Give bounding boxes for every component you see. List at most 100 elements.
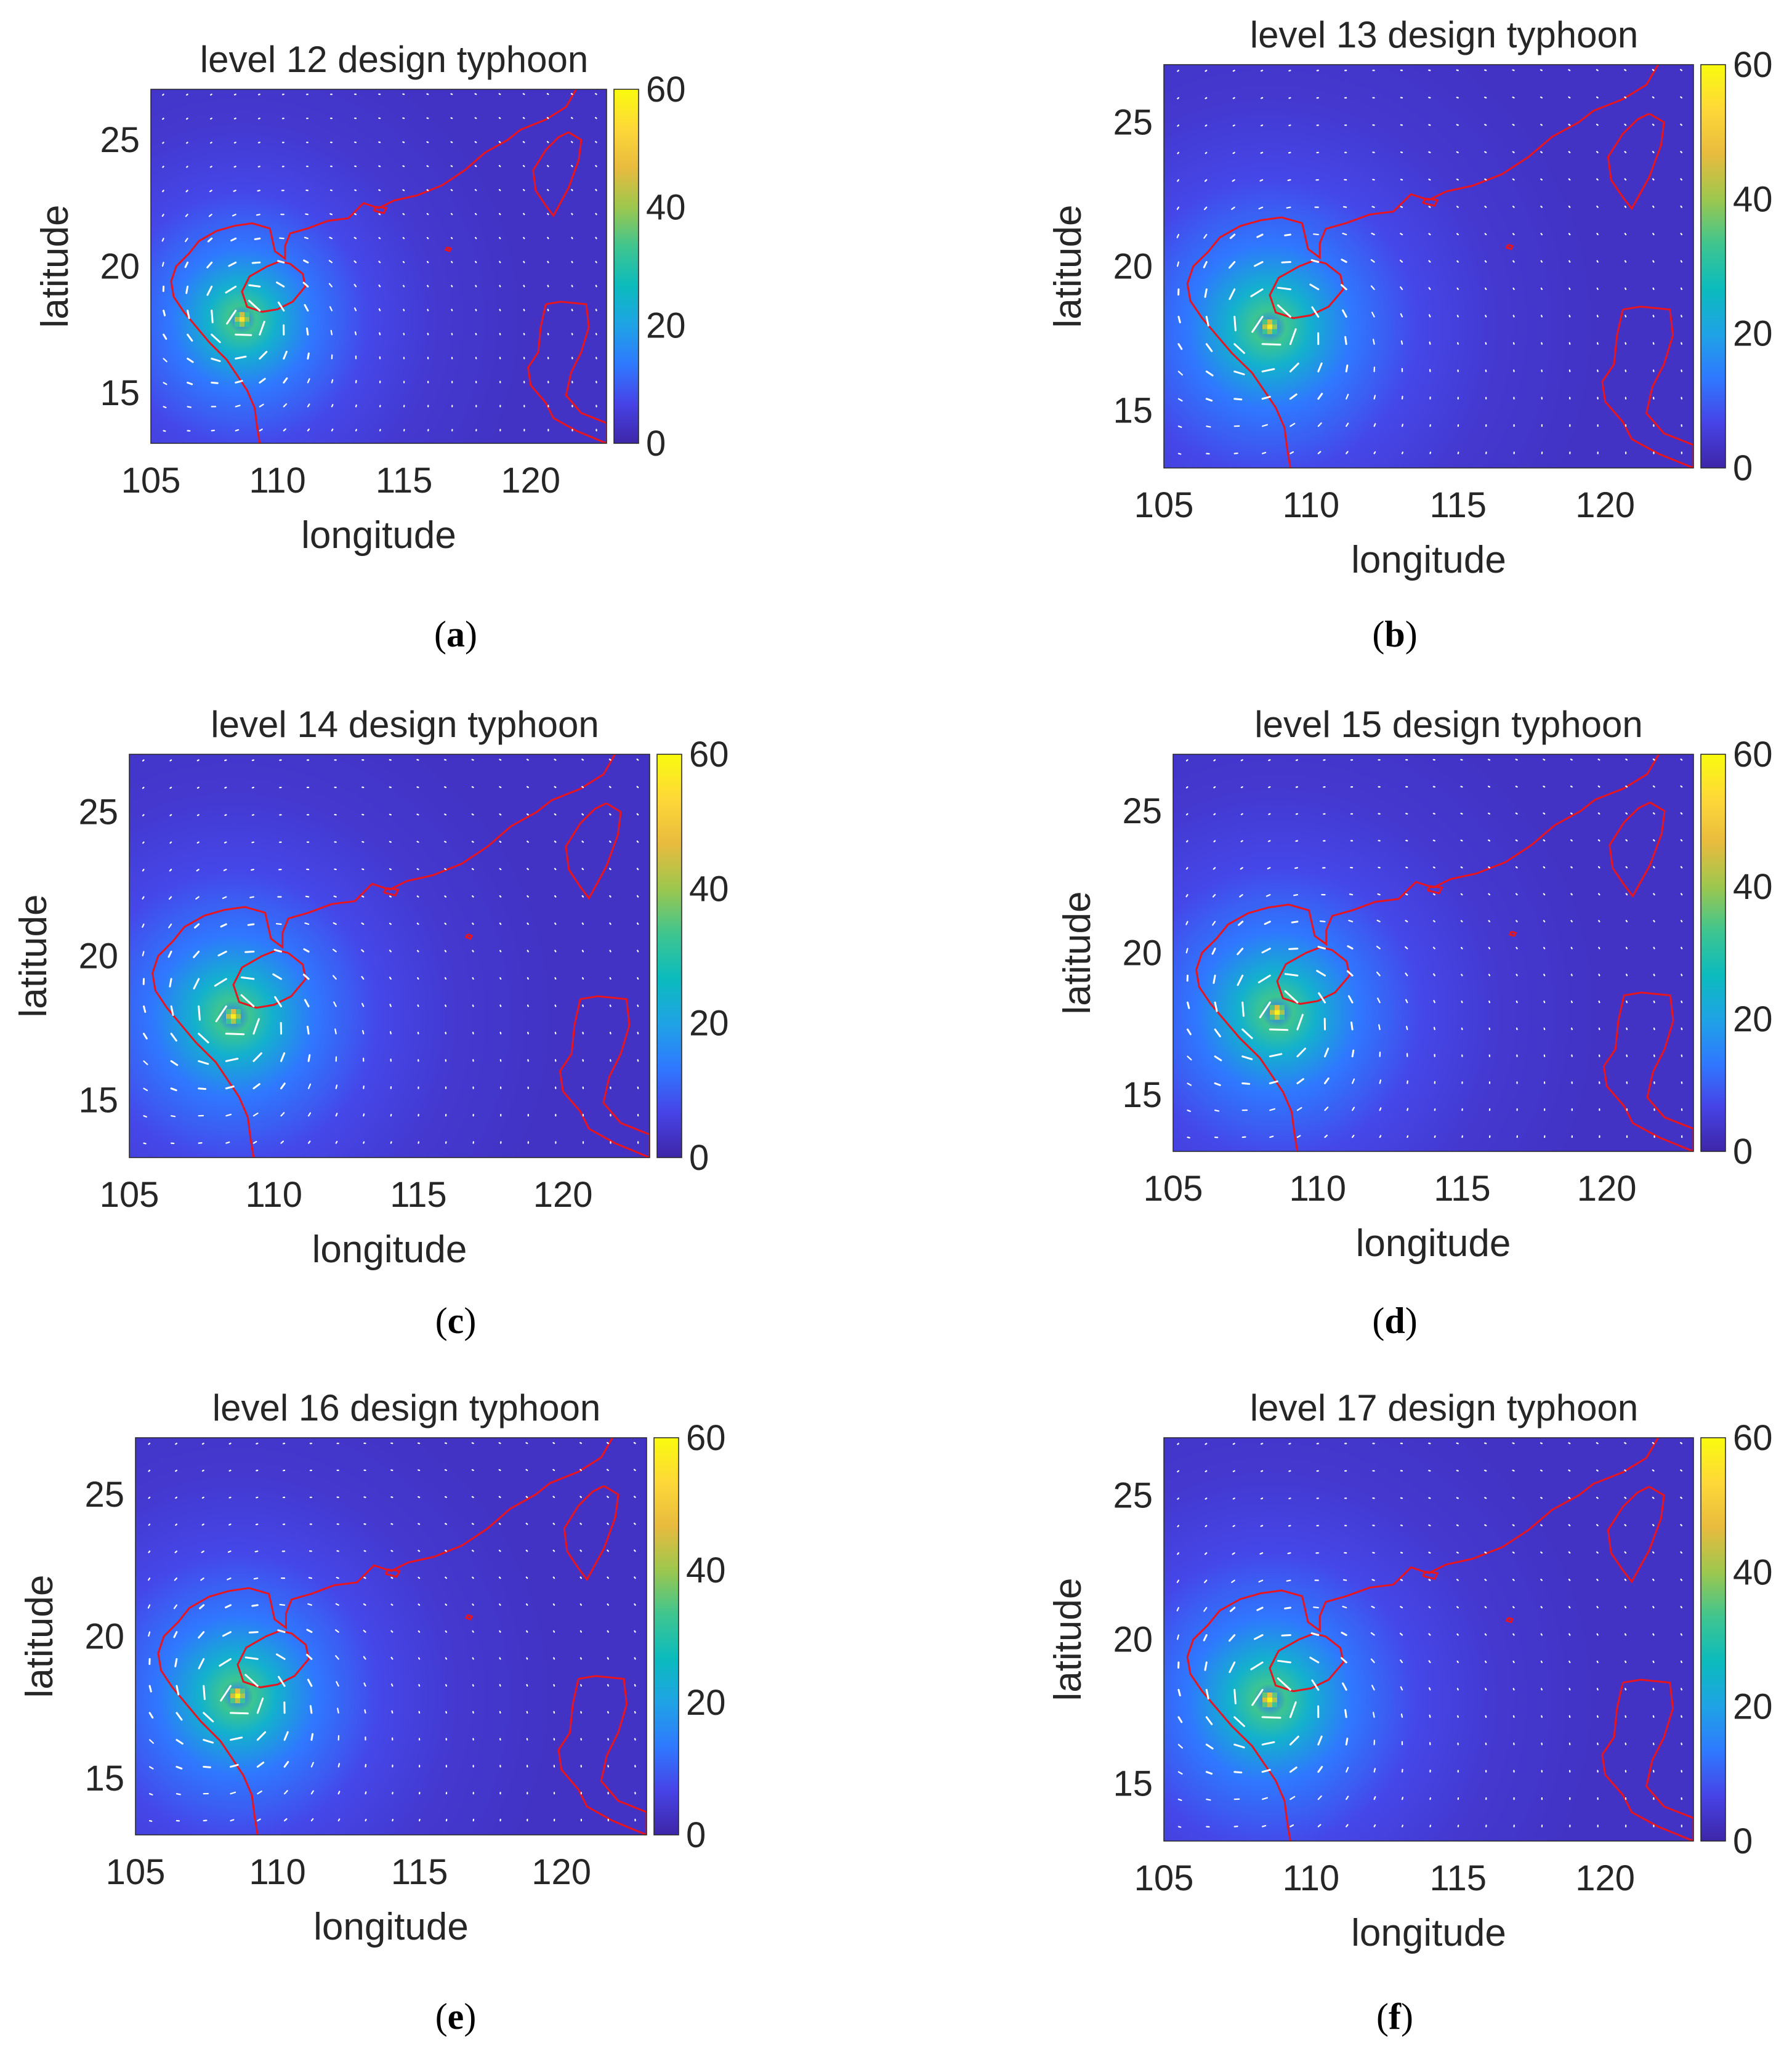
coastline-path <box>384 1568 402 1578</box>
wind-arrow <box>1203 1606 1208 1612</box>
wind-arrow <box>1267 867 1271 869</box>
colorbar-tick-label: 60 <box>1733 735 1773 775</box>
wind-arrow <box>1289 1735 1299 1746</box>
wind-arrow <box>634 1738 636 1741</box>
eye-cell <box>230 1688 235 1694</box>
wind-arrow <box>142 923 145 928</box>
eye-cell <box>1267 319 1272 324</box>
wind-arrow <box>1284 990 1299 1004</box>
wind-arrow <box>184 261 189 268</box>
coastline-path <box>1195 754 1660 1151</box>
wind-arrow <box>1680 233 1683 236</box>
wind-arrow <box>1540 233 1543 236</box>
wind-arrow <box>1281 1634 1291 1637</box>
wind-arrow <box>1484 233 1487 236</box>
wind-arrow <box>1596 1688 1599 1691</box>
wind-arrow <box>1233 1743 1245 1749</box>
coastline-path <box>1426 885 1443 895</box>
wind-arrow <box>302 281 309 288</box>
colorbar-tick-label: 20 <box>686 1683 726 1723</box>
wind-arrow <box>390 1656 394 1660</box>
wind-arrow <box>196 841 200 844</box>
wind-arrow <box>148 1577 151 1581</box>
wind-arrow <box>334 868 337 871</box>
wind-vectors <box>147 1441 636 1822</box>
wind-arrow <box>1624 1496 1627 1499</box>
wind-arrow <box>1540 288 1543 290</box>
wind-arrow <box>595 236 597 240</box>
wind-arrow <box>1400 206 1403 208</box>
wind-arrow <box>1185 813 1189 816</box>
wind-arrow <box>167 951 172 958</box>
wind-arrow <box>1239 894 1243 898</box>
colorbar <box>1700 1437 1726 1842</box>
eye-cell <box>1262 324 1267 329</box>
eye-cell <box>1272 1692 1277 1698</box>
wind-arrow <box>472 977 474 980</box>
wind-arrow <box>499 813 502 816</box>
wind-arrow <box>634 1576 636 1579</box>
wind-arrow <box>1407 1080 1408 1084</box>
wind-arrow <box>256 1496 259 1499</box>
wind-arrow <box>1268 813 1271 815</box>
wind-arrow <box>283 1731 289 1741</box>
wind-arrow <box>1264 921 1271 925</box>
wind-arrow <box>1598 1027 1600 1031</box>
wind-arrow <box>1597 812 1600 815</box>
wind-arrow <box>1205 1470 1208 1473</box>
wind-arrow <box>389 1004 392 1007</box>
y-tick-label: 20 <box>1113 247 1153 287</box>
wind-arrow <box>1401 395 1403 400</box>
wind-arrow <box>633 1523 636 1525</box>
wind-arrow <box>523 284 525 288</box>
wind-arrow <box>636 895 639 898</box>
wind-arrow <box>1317 362 1323 373</box>
wind-arrow <box>1232 124 1235 127</box>
wind-arrow <box>163 358 167 363</box>
wind-arrow <box>174 1577 177 1581</box>
wind-arrow <box>230 1736 243 1741</box>
wind-arrow <box>1371 1685 1375 1691</box>
wind-arrow <box>1345 365 1349 373</box>
wind-arrow <box>1187 1110 1191 1113</box>
wind-arrow <box>389 786 392 788</box>
wind-arrow <box>1205 315 1209 327</box>
wind-arrow <box>185 214 188 217</box>
wind-arrow <box>1680 287 1683 290</box>
wind-arrow <box>402 284 405 288</box>
wind-arrow <box>1484 1497 1487 1499</box>
wind-arrow <box>1400 1686 1403 1691</box>
wind-arrow <box>609 949 611 953</box>
wind-arrow <box>1433 1026 1435 1031</box>
wind-arrow <box>230 1819 235 1822</box>
wind-arrow <box>361 976 365 980</box>
wind-arrow <box>1342 1606 1347 1609</box>
wind-arrow <box>1269 1135 1274 1138</box>
coastline-path <box>1505 1616 1514 1624</box>
wind-arrow <box>1346 422 1349 427</box>
wind-arrow <box>336 1550 339 1552</box>
y-axis-label: latitude <box>1047 205 1089 328</box>
wind-arrow <box>1543 759 1546 761</box>
eye-cell <box>1267 329 1272 334</box>
wind-arrow <box>228 1469 232 1472</box>
wind-arrow <box>1371 1605 1375 1609</box>
wind-arrow <box>426 93 429 95</box>
wind-arrow <box>363 1682 366 1687</box>
wind-arrow <box>1213 840 1216 842</box>
wind-arrow <box>1289 1767 1298 1773</box>
wind-arrow <box>1540 315 1543 318</box>
coastline-path <box>557 1675 647 1835</box>
wind-arrow <box>1372 1712 1375 1718</box>
plot-frame <box>1172 754 1694 1152</box>
y-tick-label: 25 <box>78 792 118 832</box>
wind-arrow <box>1596 151 1599 153</box>
wind-arrow <box>257 1818 261 1822</box>
wind-arrow <box>232 214 236 217</box>
eye-cell <box>1270 1015 1275 1020</box>
wind-arrow <box>1309 1656 1320 1664</box>
wind-arrow <box>1428 206 1431 208</box>
wind-arrow <box>1429 451 1432 454</box>
wind-arrow <box>1214 1001 1218 1012</box>
wind-arrow <box>389 1031 392 1034</box>
